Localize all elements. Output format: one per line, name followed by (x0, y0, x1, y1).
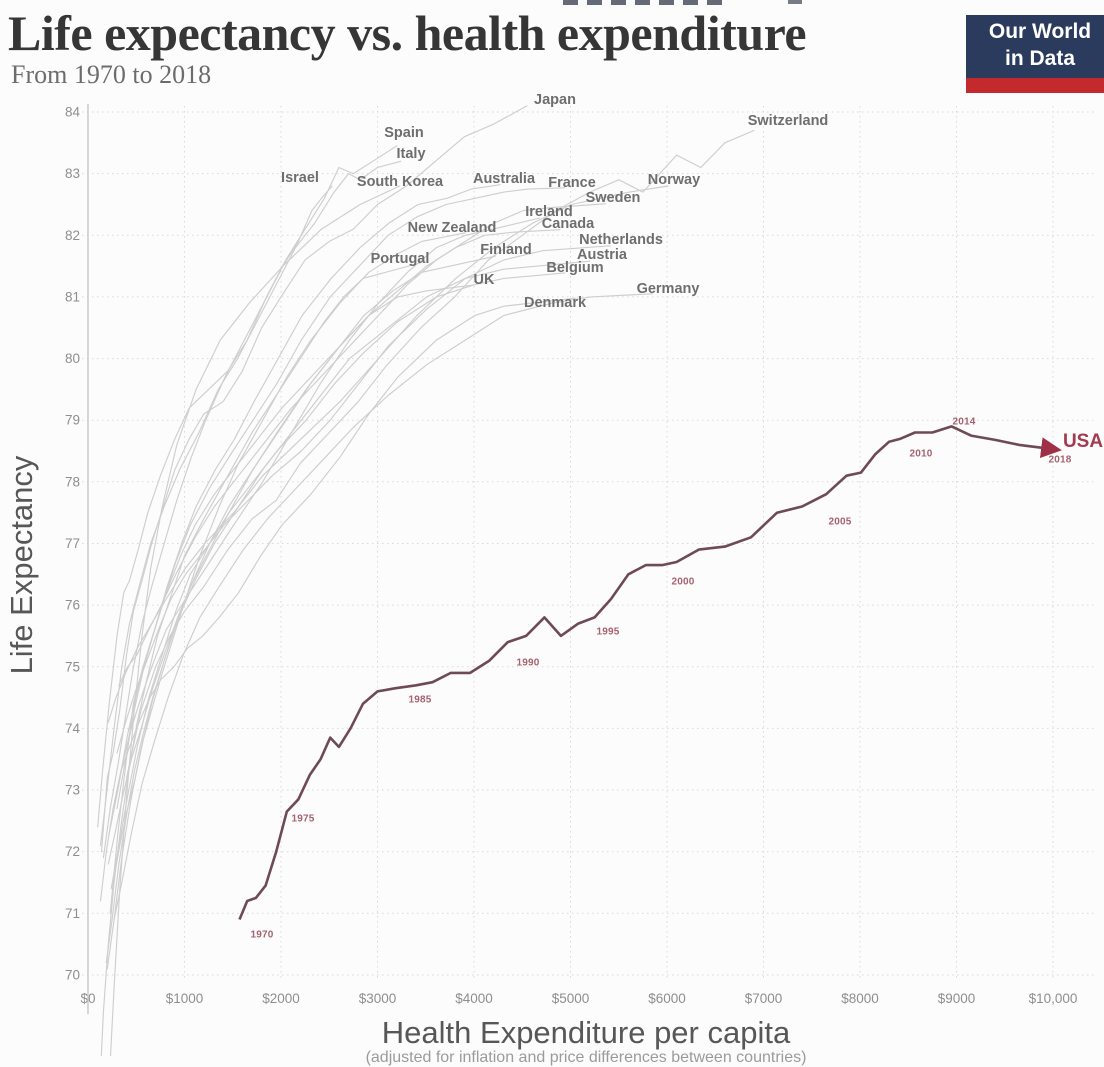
owid-logo-text-line2: in Data (1004, 47, 1075, 70)
y-tick-label-74: 74 (65, 721, 81, 736)
x-tick-label-3000: $3000 (359, 991, 397, 1006)
y-axis-title: Life Expectancy (4, 455, 39, 675)
x-tick-label-6000: $6000 (648, 991, 686, 1006)
y-tick-label-82: 82 (65, 228, 80, 243)
y-tick-label-73: 73 (65, 783, 80, 798)
x-axis-title: Health Expenditure per capita (381, 1015, 791, 1050)
series-line-austria (106, 260, 591, 970)
series-line-new-zealand (112, 232, 466, 884)
y-tick-label-78: 78 (65, 474, 80, 489)
x-tick-label-2000: $2000 (262, 991, 300, 1006)
series-line-ireland (99, 217, 541, 902)
x-tick-label-4000: $4000 (455, 991, 493, 1006)
series-line-canada (116, 229, 561, 810)
series-line-denmark (120, 297, 576, 773)
series-line-finland (105, 255, 496, 964)
y-tick-label-83: 83 (65, 166, 80, 181)
series-line-belgium (110, 272, 566, 890)
series-line-south-korea (109, 185, 401, 1056)
y-tick-label-79: 79 (65, 413, 80, 428)
y-tick-label-71: 71 (65, 906, 80, 921)
owid-logo-text-line1: Our World (988, 20, 1092, 43)
owid-logo-stripe (966, 78, 1104, 93)
series-line-uk (107, 284, 473, 865)
y-tick-label-72: 72 (65, 844, 80, 859)
series-line-italy (99, 160, 402, 847)
series-line-portugal (100, 262, 421, 1056)
series-line-australia (109, 184, 501, 914)
x-tick-label-9000: $9000 (938, 991, 976, 1006)
series-line-netherlands (116, 245, 611, 754)
y-tick-label-80: 80 (65, 351, 80, 366)
y-tick-label-84: 84 (65, 105, 81, 120)
y-tick-label-77: 77 (65, 536, 80, 551)
x-tick-label-1000: $1000 (166, 991, 204, 1006)
series-line-france (108, 187, 566, 834)
cropped-text-artifact-2 (788, 0, 802, 4)
series-line-israel (102, 185, 333, 859)
usa-series-line (238, 425, 1062, 920)
series-line-germany (113, 293, 654, 921)
y-tick-label-81: 81 (65, 289, 80, 304)
series-line-japan (100, 105, 528, 853)
series-line-switzerland (126, 129, 755, 779)
series-line-sweden (118, 203, 606, 686)
series-line-norway (107, 185, 669, 723)
owid-logo: Our World in Data (966, 15, 1104, 93)
x-tick-label-5000: $5000 (552, 991, 590, 1006)
chart-title: Life expectancy vs. health expenditure (8, 5, 807, 61)
owid-logo-box: Our World in Data (966, 15, 1104, 78)
series-line-spain (97, 145, 398, 828)
x-tick-label-8000: $8000 (841, 991, 879, 1006)
y-tick-label-75: 75 (65, 659, 80, 674)
y-tick-label-70: 70 (65, 968, 80, 983)
x-tick-label-7000: $7000 (745, 991, 783, 1006)
x-tick-label-10000: $10,000 (1029, 991, 1078, 1006)
chart-subtitle: From 1970 to 2018 (11, 60, 212, 89)
y-tick-label-76: 76 (65, 598, 80, 613)
cropped-text-artifact (563, 0, 731, 5)
cropped-footnote-text: (adjusted for inflation and price differ… (365, 1049, 807, 1066)
